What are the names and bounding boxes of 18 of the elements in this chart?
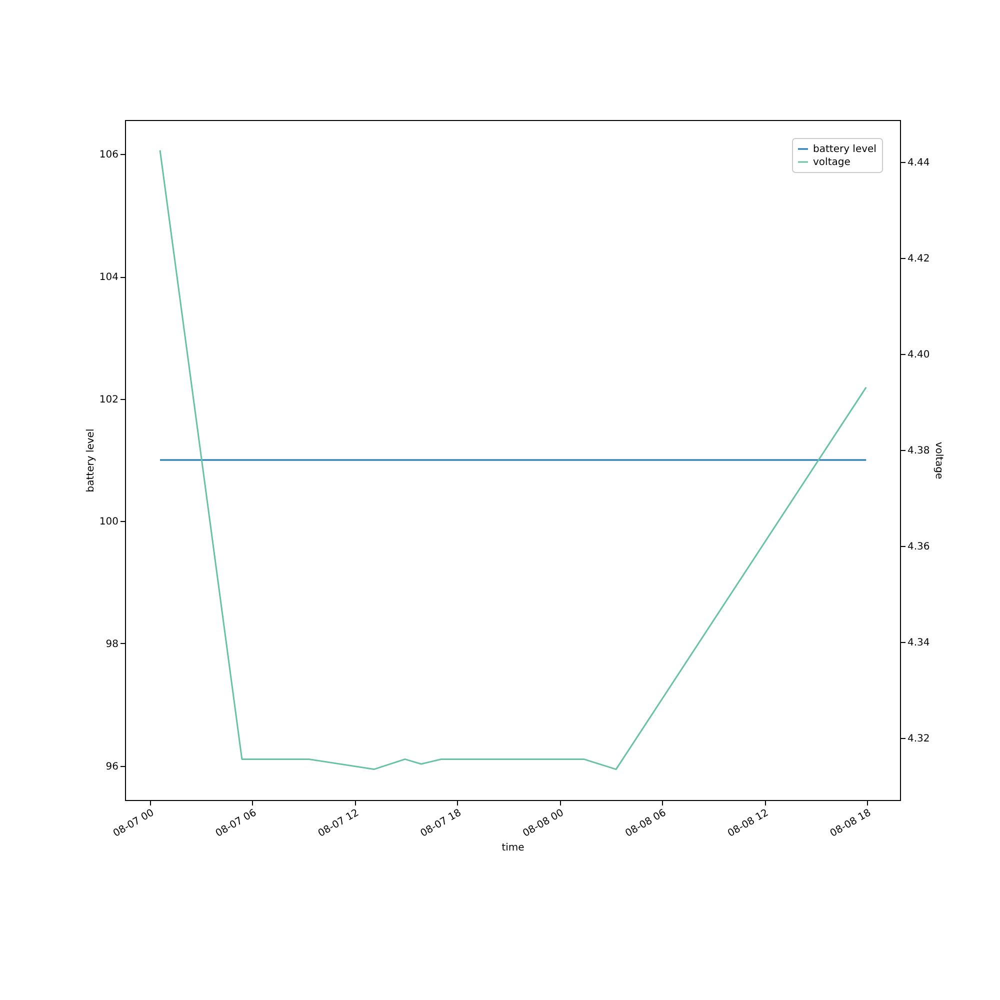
y2-tick-label: 4.40: [908, 350, 930, 361]
y2-tick-label: 4.38: [908, 446, 930, 457]
y2-axis-title: voltage: [932, 442, 944, 480]
y-axis-title: battery level: [85, 428, 96, 492]
legend-label: battery level: [813, 144, 876, 155]
x-axis-title: time: [502, 842, 524, 854]
y-tick-label: 100: [99, 516, 118, 528]
y-tick-label: 106: [99, 150, 118, 161]
y2-tick-label: 4.42: [908, 254, 930, 265]
y-tick-label: 102: [99, 394, 118, 406]
y-tick-label: 104: [99, 272, 118, 284]
y2-tick-label: 4.34: [908, 638, 930, 649]
legend-label: voltage: [813, 157, 850, 168]
y-tick-label: 98: [106, 638, 118, 650]
y2-tick-label: 4.36: [908, 542, 930, 553]
y2-tick-label: 4.44: [908, 158, 930, 169]
y-tick-label: 96: [106, 761, 118, 772]
y2-tick-label: 4.32: [908, 734, 930, 745]
